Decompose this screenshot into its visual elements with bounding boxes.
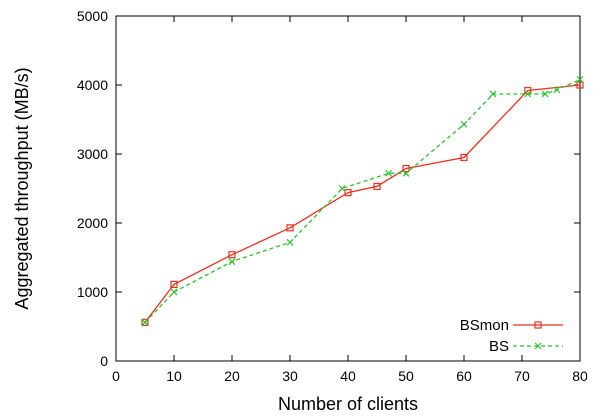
data-point-bs	[141, 318, 149, 326]
plot-area: 0 10 20 30 40 50 60 70 80 0 1000 2000 3000 4000 5000	[77, 8, 588, 384]
y-tick-label: 3000	[77, 146, 108, 162]
x-tick-label: 70	[514, 368, 530, 384]
data-point-bs	[460, 120, 468, 128]
plot-frame	[115, 15, 581, 362]
x-tick-label: 60	[456, 368, 472, 384]
x-tick-label: 50	[398, 368, 414, 384]
series-line-bs	[144, 78, 581, 323]
data-point-bs	[286, 238, 294, 246]
data-point-bs	[553, 86, 561, 94]
x-tick-label: 20	[224, 368, 240, 384]
x-tick-label: 0	[112, 368, 120, 384]
series-line-bsmon	[144, 84, 581, 323]
data-point-bsmon	[576, 81, 584, 89]
data-point-bs	[489, 90, 497, 98]
legend-label: BS	[489, 338, 509, 355]
y-tick-label: 2000	[77, 215, 108, 231]
data-point-bs	[576, 76, 584, 83]
x-axis-ticks: 0 10 20 30 40 50 60 70 80	[112, 16, 588, 384]
data-point-bs	[228, 258, 236, 266]
data-point-bs	[385, 169, 393, 177]
legend-marker	[534, 342, 542, 350]
data-point-bsmon	[141, 318, 149, 326]
data-point-bs	[402, 169, 410, 177]
data-point-bsmon	[373, 182, 381, 191]
y-axis-ticks: 0 1000 2000 3000 4000 5000	[77, 8, 580, 369]
data-point-bs	[541, 90, 549, 98]
data-point-bsmon	[344, 189, 352, 197]
y-axis-label: Aggregated throughput (MB/s)	[12, 67, 32, 309]
data-point-bsmon	[402, 164, 410, 173]
x-tick-label: 80	[572, 368, 588, 384]
y-tick-label: 1000	[77, 284, 108, 300]
y-tick-label: 4000	[77, 77, 108, 93]
data-point-bsmon	[228, 251, 236, 259]
y-tick-label: 0	[100, 353, 108, 369]
data-point-bs	[524, 90, 532, 98]
data-point-bs	[338, 185, 346, 192]
data-point-bsmon	[286, 224, 294, 232]
data-point-bs	[170, 288, 178, 296]
y-tick-label: 5000	[77, 8, 108, 24]
data-point-bsmon	[170, 280, 178, 289]
legend-label: BSmon	[460, 317, 509, 334]
data-point-bsmon	[460, 153, 468, 162]
x-axis-label: Number of clients	[278, 394, 418, 414]
x-tick-label: 40	[340, 368, 356, 384]
series-layer	[141, 76, 584, 326]
legend: BSmon BS	[460, 317, 563, 355]
legend-marker	[534, 321, 542, 329]
x-tick-label: 10	[166, 368, 182, 384]
x-tick-label: 30	[282, 368, 298, 384]
